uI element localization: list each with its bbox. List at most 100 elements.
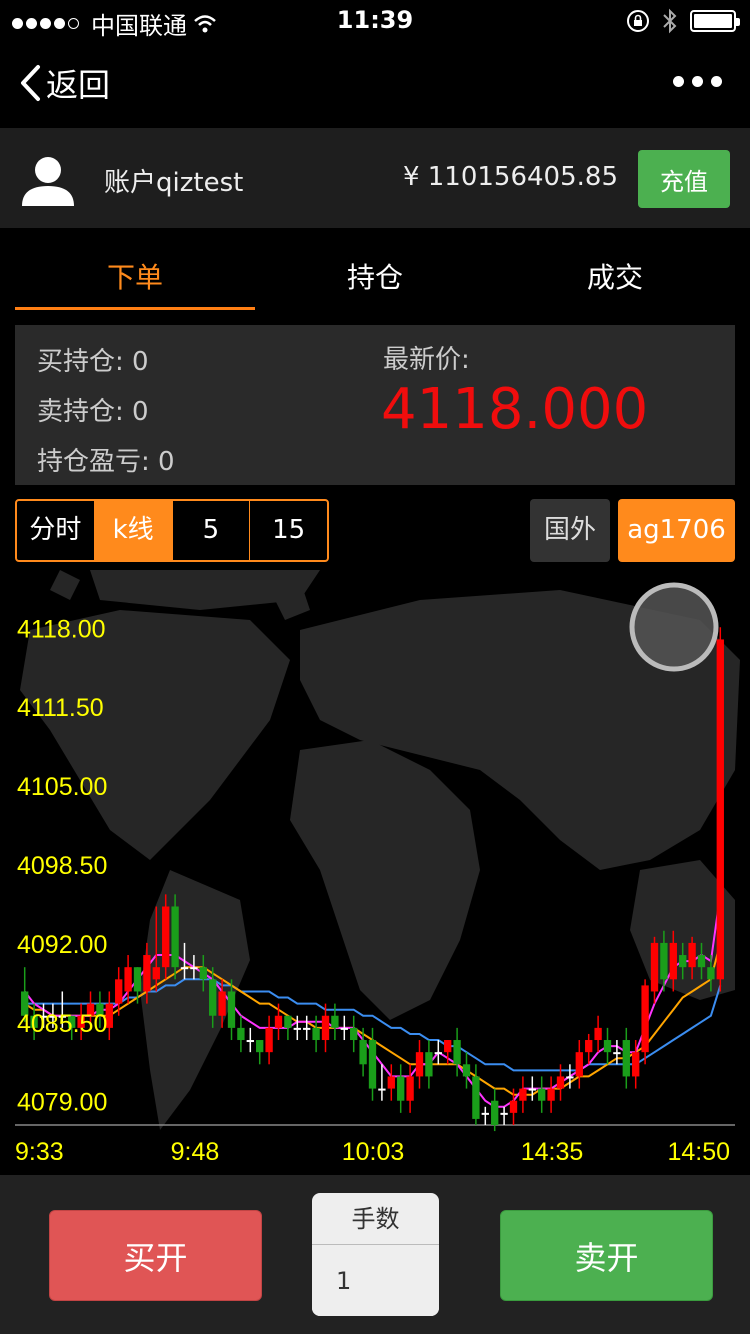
buy-open-button[interactable]: 买开 <box>49 1210 262 1301</box>
x-tick-label: 14:50 <box>667 1138 730 1166</box>
candle <box>716 627 724 992</box>
candle <box>246 1027 254 1053</box>
candle <box>688 936 696 980</box>
more-button[interactable] <box>673 76 722 87</box>
candle <box>227 979 236 1041</box>
candle <box>660 930 668 992</box>
candle <box>444 1040 452 1065</box>
y-tick-label: 4098.50 <box>17 852 107 880</box>
wifi-icon <box>194 14 216 32</box>
candle <box>350 1015 358 1053</box>
account-balance: ¥ 110156405.85 <box>402 162 618 192</box>
bluetooth-icon <box>663 8 677 34</box>
candle <box>321 1003 330 1053</box>
rotation-lock-icon <box>627 10 649 32</box>
recharge-button[interactable]: 充值 <box>638 150 730 208</box>
candle <box>49 1003 57 1028</box>
chart-canvas: 4118.00 4111.50 4105.00 4098.50 4092.00 4085.… <box>15 570 740 1166</box>
candle <box>359 1027 367 1077</box>
quantity-input[interactable] <box>312 1246 439 1316</box>
y-tick-label: 4085.50 <box>17 1010 107 1038</box>
floating-assist-button[interactable] <box>629 582 719 672</box>
candle <box>669 930 677 992</box>
tab-positions[interactable]: 持仓 <box>346 261 403 294</box>
back-button[interactable]: 返回 <box>18 60 110 106</box>
latest-price-label: 最新价: <box>383 345 470 375</box>
candle <box>509 1088 518 1125</box>
account-bar: 账户qiztest ¥ 110156405.85 充值 <box>0 128 750 228</box>
candle <box>556 1064 565 1101</box>
clock: 11:39 <box>336 6 414 34</box>
candle <box>368 1027 377 1101</box>
sell-open-button[interactable]: 卖开 <box>500 1210 713 1301</box>
candle <box>162 894 170 980</box>
candle <box>77 1003 85 1041</box>
y-axis-labels: 4118.00 4111.50 4105.00 4098.50 4092.00 4085.… <box>17 615 107 1116</box>
quantity-box: 手数 <box>312 1193 439 1316</box>
candle <box>171 894 179 980</box>
candle <box>180 942 189 980</box>
candle <box>58 991 66 1028</box>
candle <box>462 1052 471 1089</box>
symbol-button[interactable]: ag1706 <box>618 499 735 562</box>
candle <box>472 1064 480 1125</box>
back-label: 返回 <box>46 66 111 104</box>
candle <box>519 1076 527 1113</box>
y-tick-label: 4118.00 <box>17 615 106 643</box>
status-bar: 中国联通 11:39 <box>0 0 750 40</box>
candle <box>68 1015 76 1041</box>
candle <box>453 1027 461 1077</box>
candle <box>491 1088 499 1132</box>
candle <box>96 991 104 1028</box>
sell-position: 卖持仓: 0 <box>37 397 149 427</box>
market-button[interactable]: 国外 <box>530 499 610 562</box>
candle <box>105 991 113 1041</box>
candle <box>124 955 132 1004</box>
candle <box>641 979 649 1065</box>
candle <box>199 955 207 992</box>
x-tick-label: 10:03 <box>342 1138 405 1166</box>
candle <box>340 1015 348 1041</box>
candles <box>21 627 724 1132</box>
period-kline[interactable]: k线 <box>94 501 173 560</box>
y-tick-label: 4105.00 <box>17 773 107 801</box>
candle <box>650 936 659 1004</box>
period-intraday[interactable]: 分时 <box>17 501 95 560</box>
candle <box>190 955 198 980</box>
carrier-label: 中国联通 <box>91 12 187 40</box>
candle <box>406 1064 414 1113</box>
avatar-icon <box>22 157 74 206</box>
candle <box>434 1040 442 1065</box>
kline-chart: 4118.00 4111.50 4105.00 4098.50 4092.00 4085.… <box>0 570 750 1175</box>
candle <box>425 1040 433 1089</box>
world-map-background <box>20 570 740 1130</box>
x-tick-label: 14:35 <box>521 1138 584 1166</box>
candle <box>265 1015 273 1065</box>
candle <box>256 1040 264 1065</box>
candle <box>538 1076 546 1113</box>
candle <box>387 1064 395 1101</box>
y-tick-label: 4079.00 <box>17 1089 107 1117</box>
x-axis-labels: 9:33 9:48 10:03 14:35 14:50 <box>15 1138 730 1166</box>
candle <box>293 1015 301 1041</box>
tab-trades[interactable]: 成交 <box>586 261 643 294</box>
buy-position: 买持仓: 0 <box>37 347 149 377</box>
candle <box>237 1015 245 1053</box>
period-15[interactable]: 15 <box>272 515 306 545</box>
quantity-label: 手数 <box>312 1193 439 1245</box>
candle <box>115 967 123 1016</box>
period-5[interactable]: 5 <box>173 501 251 560</box>
candle <box>528 1076 536 1101</box>
x-tick-label: 9:48 <box>171 1138 220 1166</box>
latest-price: 4118.000 <box>381 377 649 442</box>
chevron-left-icon <box>21 65 40 101</box>
candle <box>86 991 95 1028</box>
candle <box>303 1015 311 1041</box>
candle <box>481 1106 489 1125</box>
battery-icon <box>690 10 740 32</box>
tab-order[interactable]: 下单 <box>15 248 255 310</box>
candle <box>21 967 29 1022</box>
candle <box>30 1003 38 1041</box>
candle <box>707 955 715 992</box>
candle <box>39 1003 48 1028</box>
